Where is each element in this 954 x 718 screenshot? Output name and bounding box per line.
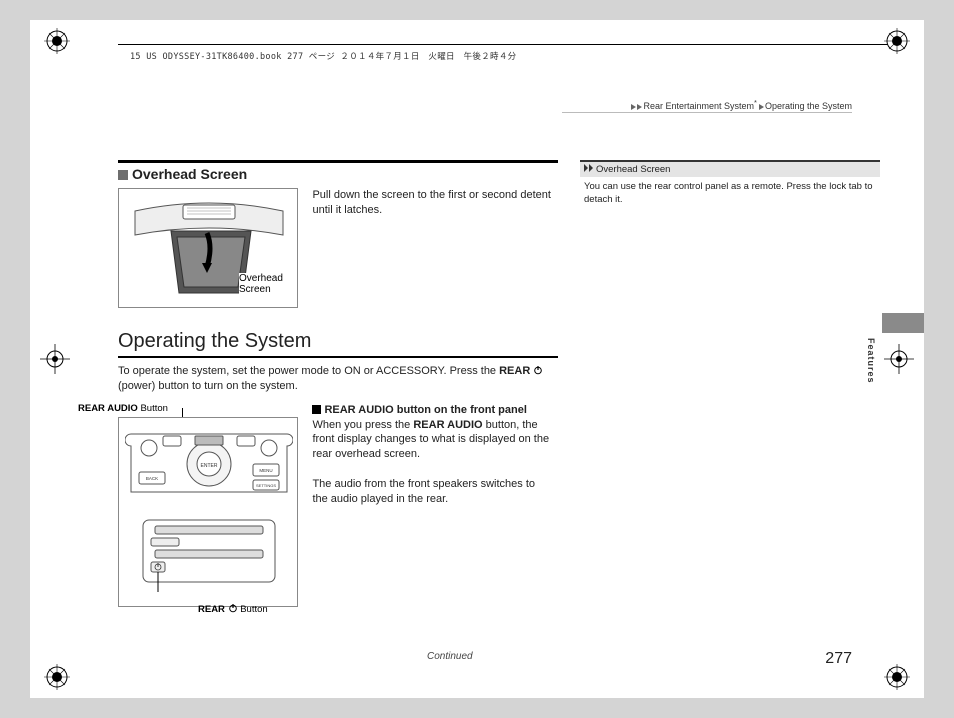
figure-front-panel: ENTER BACK MENU SETTINGS	[118, 417, 298, 607]
callout-rear-audio: REAR AUDIO Button	[78, 403, 168, 414]
intro-paragraph: To operate the system, set the power mod…	[118, 364, 558, 395]
reg-mark-bl	[44, 664, 70, 690]
crosshair-right	[884, 344, 914, 374]
figure-overhead-screen: Overhead Screen	[118, 188, 298, 308]
manual-page: 15 US ODYSSEY-31TK86400.book 277 ページ ２０１…	[30, 20, 924, 698]
svg-text:MENU: MENU	[259, 468, 272, 473]
callout-rear-power: REAR Button	[198, 603, 268, 615]
breadcrumb: Rear Entertainment System* Operating the …	[631, 98, 852, 111]
figure-caption-1: Overhead Screen	[239, 273, 283, 295]
section-title-1: Overhead Screen	[132, 166, 247, 182]
power-icon	[533, 365, 543, 375]
right-column: Overhead Screen You can use the rear con…	[580, 160, 880, 207]
section-tab-label: Features	[866, 338, 876, 384]
reg-mark-tr	[884, 28, 910, 54]
reg-mark-br	[884, 664, 910, 690]
heading-operating-the-system: Operating the System	[118, 330, 558, 353]
sub-p1: When you press the REAR AUDIO button, th…	[312, 418, 552, 463]
subheading-rear-audio: REAR AUDIO button on the front panel	[312, 403, 552, 418]
note-title: Overhead Screen	[596, 164, 670, 175]
double-chevron-icon	[584, 164, 594, 175]
figure-description-1: Pull down the screen to the first or sec…	[312, 188, 552, 218]
crosshair-left	[40, 344, 70, 374]
note-body: You can use the rear control panel as a …	[580, 177, 880, 207]
heading-rule	[118, 356, 558, 358]
svg-text:BACK: BACK	[146, 476, 158, 481]
breadcrumb-sup: *	[754, 98, 757, 107]
front-panel-diagram: ENTER BACK MENU SETTINGS	[125, 424, 293, 602]
note-heading: Overhead Screen	[580, 160, 880, 177]
reg-mark-tl	[44, 28, 70, 54]
square-bullet-icon	[118, 170, 128, 180]
sub-p2: The audio from the front speakers switch…	[312, 477, 552, 507]
section-overhead-screen: Overhead Screen	[118, 160, 558, 182]
svg-text:SETTINGS: SETTINGS	[256, 483, 276, 488]
breadcrumb-rule	[562, 112, 852, 113]
breadcrumb-a: Rear Entertainment System	[643, 101, 754, 111]
breadcrumb-b: Operating the System	[765, 101, 852, 111]
power-icon-2	[228, 603, 238, 613]
black-square-icon	[312, 405, 321, 414]
page-number: 277	[825, 650, 852, 668]
continued-label: Continued	[427, 651, 473, 662]
left-column: Overhead Screen	[118, 160, 558, 607]
header-rule	[118, 44, 888, 45]
header-meta: 15 US ODYSSEY-31TK86400.book 277 ページ ２０１…	[130, 50, 516, 62]
svg-text:ENTER: ENTER	[201, 463, 218, 469]
section-tab	[882, 313, 924, 333]
